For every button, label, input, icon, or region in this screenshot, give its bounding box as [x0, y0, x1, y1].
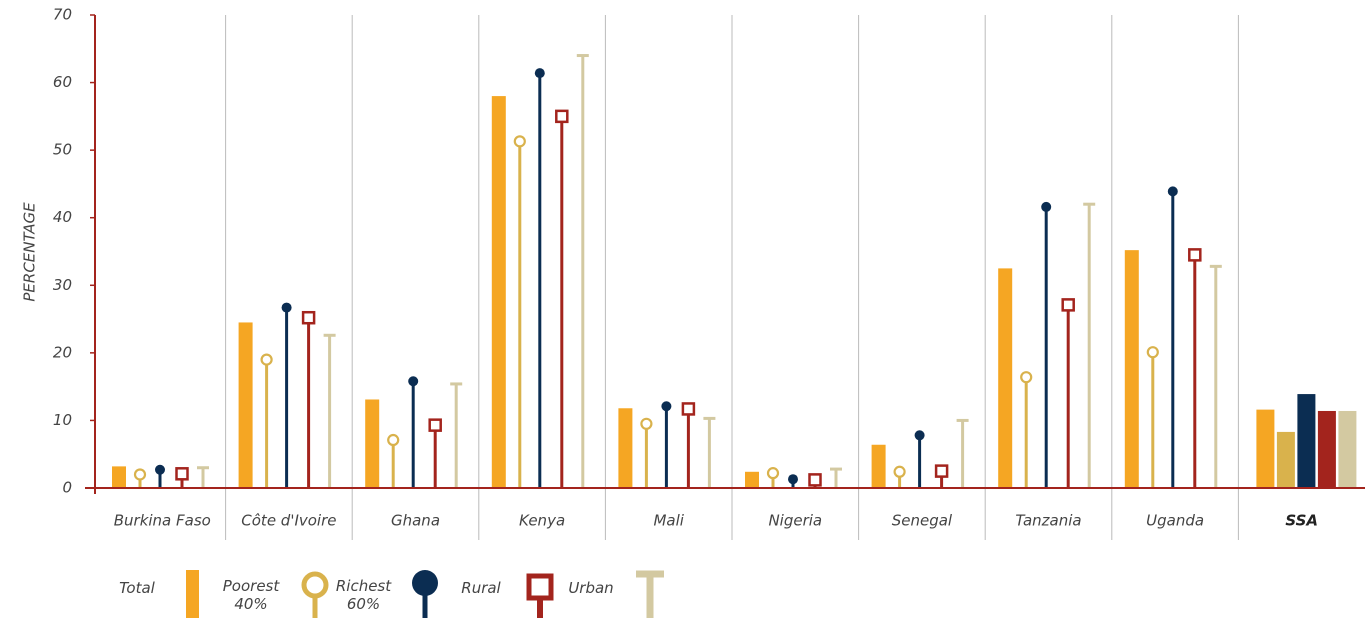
mark — [1124, 250, 1139, 488]
mark — [1061, 298, 1075, 488]
mark — [1167, 186, 1178, 488]
x-tick-label: Senegal — [892, 512, 953, 530]
legend-label: Urban — [568, 579, 614, 597]
mark — [133, 468, 147, 488]
y-tick-label: 20 — [53, 343, 72, 361]
mark — [1188, 248, 1202, 488]
x-tick-label: SSA — [1285, 512, 1318, 530]
x-tick-label: Mali — [653, 512, 684, 530]
legend-label: Richest 60% — [335, 577, 392, 613]
mark — [745, 471, 759, 488]
mark — [491, 96, 506, 488]
mark — [408, 376, 419, 488]
x-tick-label: Kenya — [519, 512, 565, 530]
mark — [681, 402, 696, 488]
y-axis-label: PERCENTAGE — [21, 202, 39, 302]
mark — [301, 310, 316, 488]
bar — [1276, 431, 1295, 488]
mark — [998, 268, 1013, 488]
y-tick-label: 70 — [53, 6, 72, 24]
y-tick-label: 60 — [53, 73, 72, 91]
mark — [618, 408, 633, 488]
mark — [260, 353, 273, 488]
x-tick-label: Tanzania — [1015, 512, 1081, 530]
mark — [450, 382, 463, 488]
legend-swatch — [412, 570, 438, 596]
mark — [1083, 202, 1096, 488]
mark — [1041, 201, 1052, 488]
mark — [1146, 346, 1159, 488]
y-tick-label: 30 — [53, 276, 72, 294]
x-tick-label: Uganda — [1146, 512, 1204, 530]
y-tick-label: 10 — [53, 411, 72, 429]
legend-swatch — [301, 571, 329, 599]
mark — [197, 466, 209, 488]
mark — [788, 474, 798, 488]
mark — [175, 467, 189, 488]
mark — [112, 466, 126, 488]
y-tick-label: 40 — [53, 208, 72, 226]
mark — [155, 464, 165, 488]
x-tick-label: Côte d'Ivoire — [241, 512, 336, 530]
legend-swatch — [526, 573, 554, 601]
mark — [323, 333, 336, 488]
mark — [534, 68, 545, 488]
mark — [830, 467, 842, 488]
bar — [1256, 409, 1275, 488]
mark — [513, 135, 526, 488]
mark — [808, 473, 822, 488]
bar — [1297, 394, 1316, 488]
mark — [934, 464, 949, 488]
mark — [871, 444, 886, 488]
mark — [914, 430, 925, 488]
y-tick-label: 0 — [62, 479, 72, 497]
mark — [661, 401, 672, 488]
bar — [1317, 410, 1336, 488]
legend-label: Poorest 40% — [222, 577, 280, 613]
mark — [576, 54, 589, 488]
mark — [281, 302, 292, 488]
mark — [365, 399, 380, 488]
mark — [387, 433, 400, 488]
legend-swatch — [186, 570, 199, 618]
mark — [640, 417, 653, 488]
bar — [1338, 410, 1357, 488]
legend-label: Total — [119, 579, 155, 597]
y-tick-label: 50 — [53, 141, 72, 159]
mark — [766, 467, 780, 488]
mark — [893, 465, 906, 488]
mark — [238, 322, 253, 488]
x-tick-label: Nigeria — [768, 512, 822, 530]
x-tick-label: Burkina Faso — [114, 512, 211, 530]
x-tick-label: Ghana — [391, 512, 440, 530]
mark — [1209, 264, 1222, 488]
mark — [1020, 371, 1033, 488]
mark — [555, 109, 569, 488]
mark — [956, 418, 969, 488]
mark — [703, 416, 716, 488]
legend-label: Rural — [461, 579, 501, 597]
mark — [428, 418, 442, 488]
